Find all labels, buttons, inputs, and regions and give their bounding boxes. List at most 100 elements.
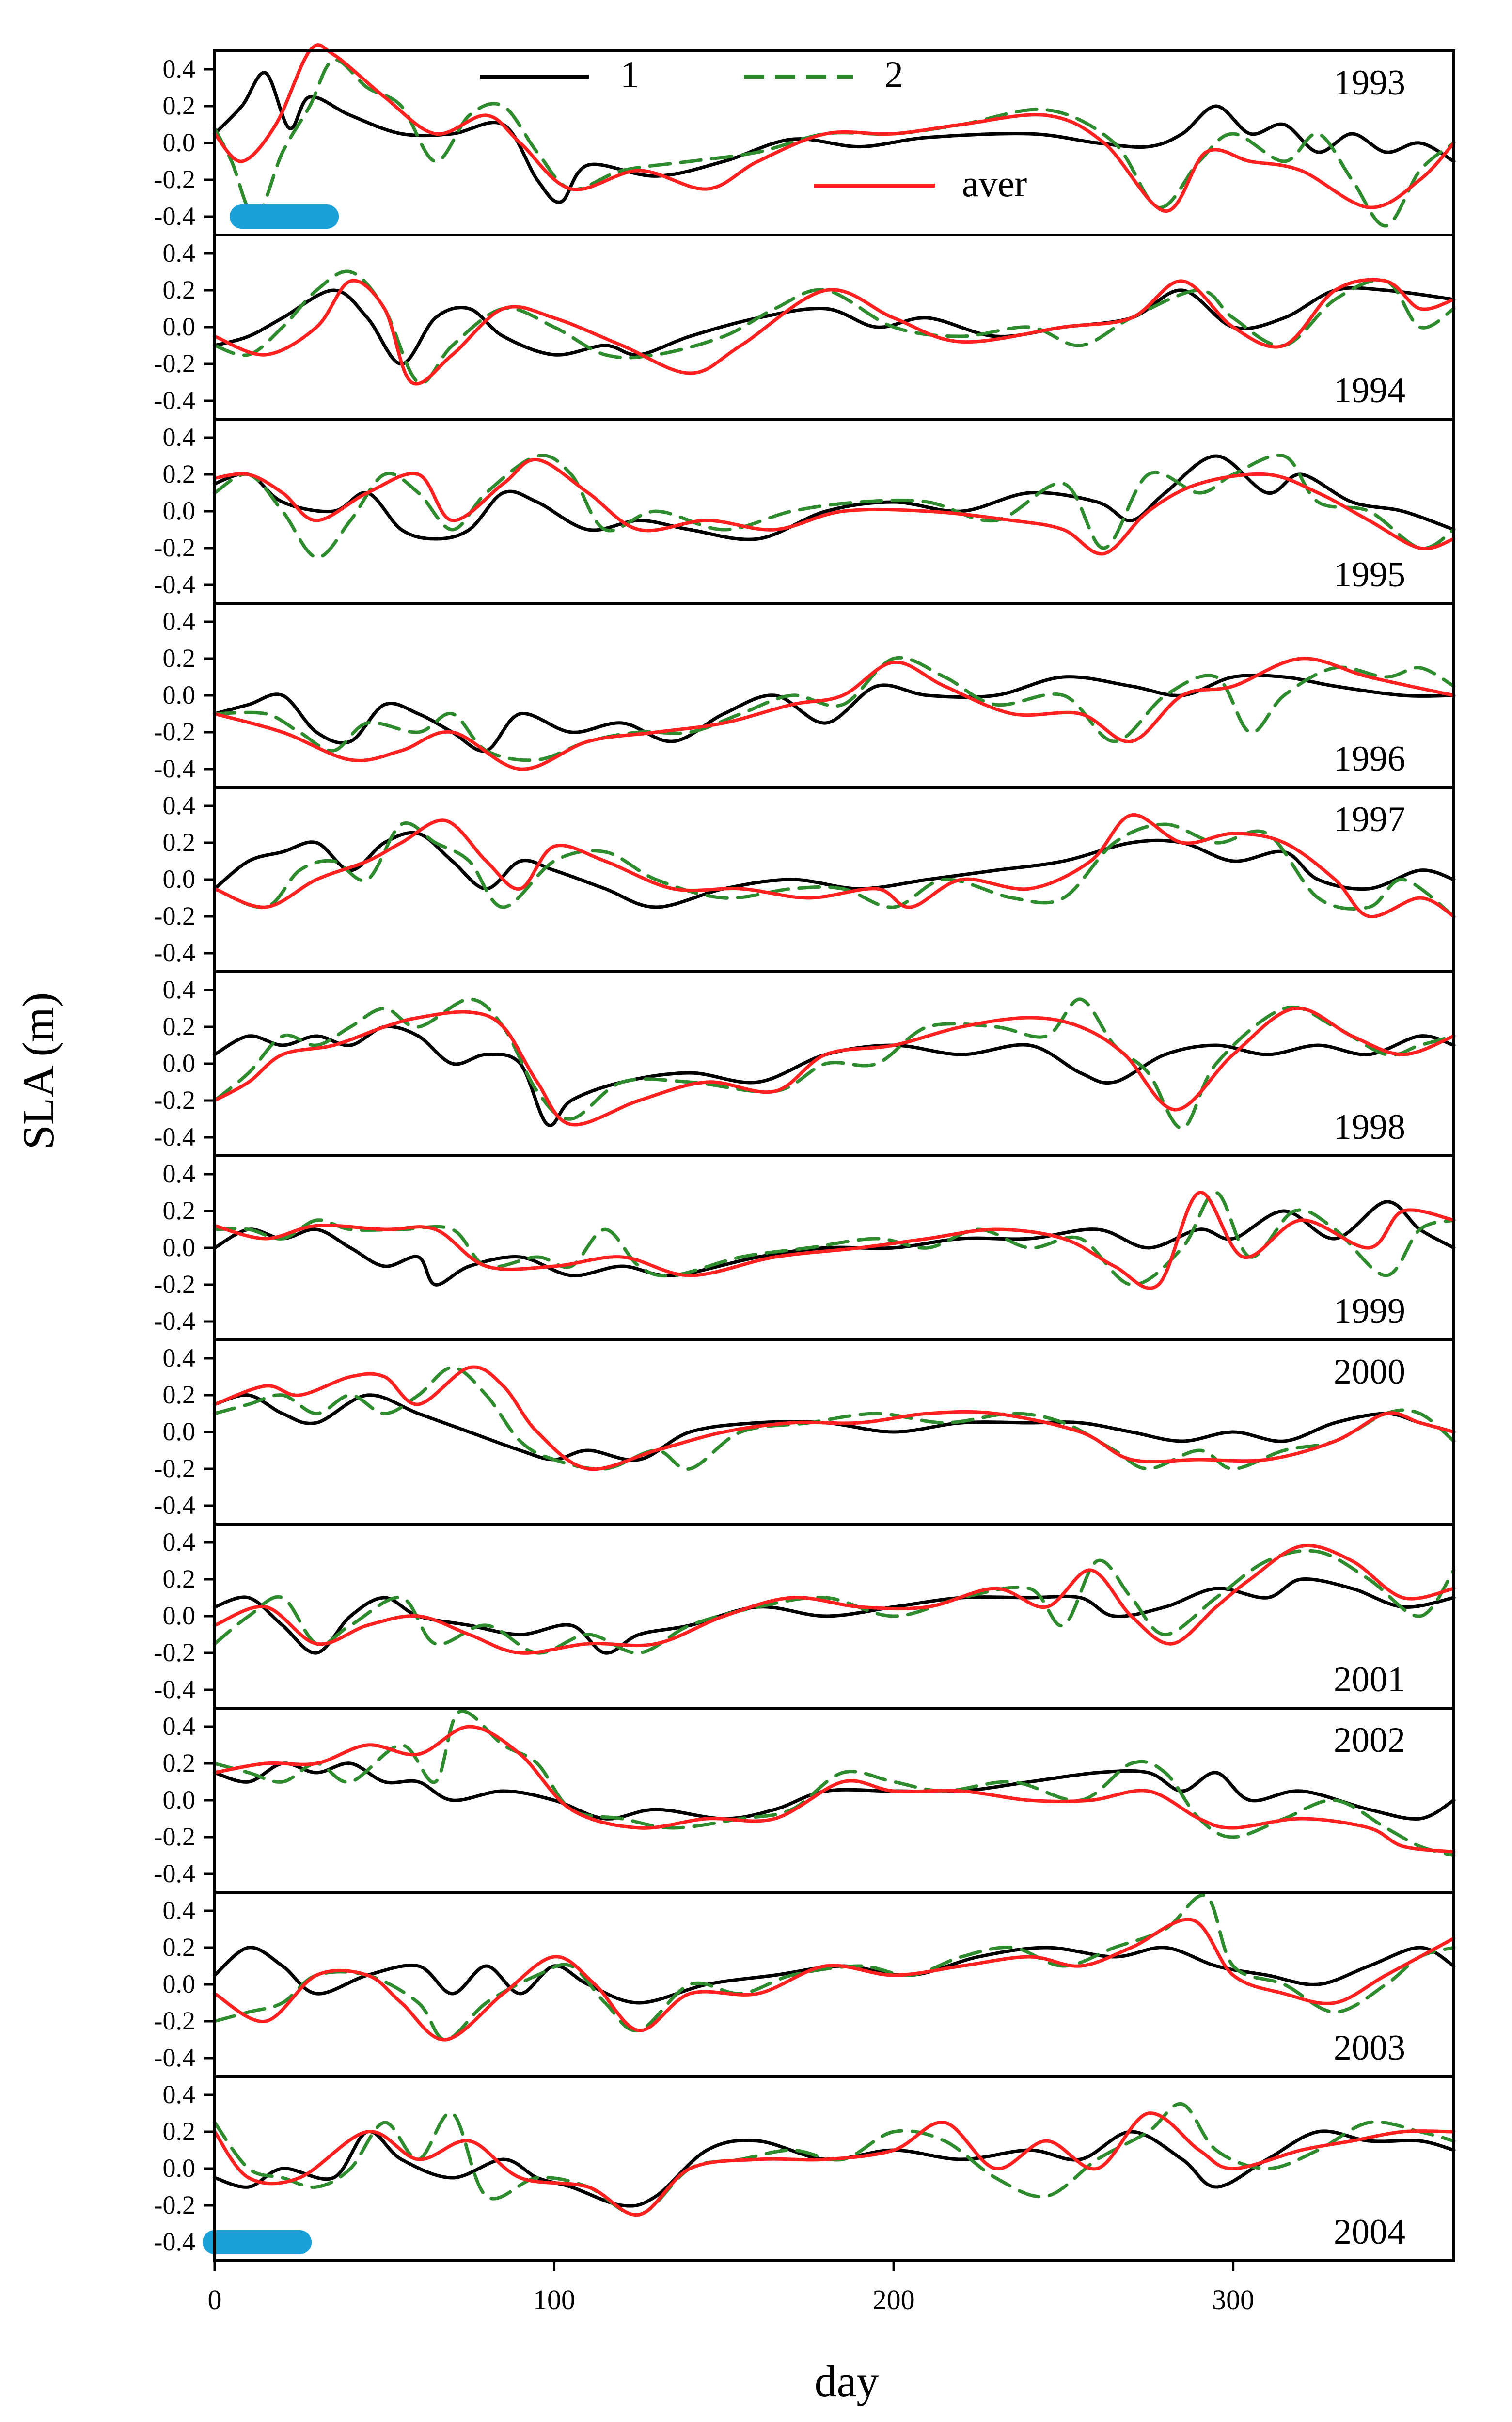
y-tick-label: 0.2 (163, 1564, 196, 1593)
y-tick-label: -0.2 (154, 1270, 195, 1299)
series-aver-2000 (213, 1365, 1456, 1471)
y-tick-label: 0.4 (163, 2080, 196, 2109)
panel-1996: 0.4 0.2 0.0 -0.2 -0.4 1996 (154, 602, 1456, 789)
panel-frame (213, 786, 1455, 973)
series-s1-2004 (213, 2129, 1456, 2208)
y-tick-label: -0.2 (154, 1085, 195, 1115)
panel-frame (213, 1891, 1455, 2078)
y-tick-label: 0.2 (163, 644, 196, 673)
y-tick-label: -0.4 (154, 1675, 195, 1704)
year-label: 1999 (1334, 1291, 1405, 1331)
y-tick-label: -0.2 (154, 2190, 195, 2219)
legend-label-s1: 1 (620, 53, 639, 95)
panel-frame (213, 234, 1455, 421)
panel-1995: 0.4 0.2 0.0 -0.2 -0.4 1995 (154, 418, 1456, 605)
panel-1998: 0.4 0.2 0.0 -0.2 -0.4 1998 (154, 970, 1456, 1157)
y-tick-label: 0.4 (163, 423, 196, 452)
y-tick-label: 0.4 (163, 1527, 196, 1557)
panel-2001: 0.4 0.2 0.0 -0.2 -0.4 2001 (154, 1523, 1456, 1710)
y-tick-label: 0.0 (163, 496, 196, 525)
y-tick-label: -0.2 (154, 1638, 195, 1667)
series-s2-1999 (213, 1191, 1456, 1287)
legend: 1 2 aver (480, 53, 1027, 204)
legend-label-s2: 2 (884, 53, 903, 95)
series-aver-1995 (213, 458, 1456, 556)
y-tick-label: -0.4 (154, 2043, 195, 2072)
series-s1-1995 (213, 454, 1456, 541)
panel-2000: 0.4 0.2 0.0 -0.2 -0.4 2000 (154, 1338, 1456, 1526)
y-tick-label: 0.0 (163, 1417, 196, 1446)
y-tick-label: 0.0 (163, 1969, 196, 1998)
series-aver-1997 (213, 813, 1456, 919)
y-tick-label: -0.2 (154, 533, 195, 562)
panel-frame (213, 2075, 1455, 2262)
y-tick-label: -0.2 (154, 717, 195, 746)
y-tick-label: -0.2 (154, 1822, 195, 1851)
panel-2003: 0.4 0.2 0.0 -0.2 -0.4 2003 (154, 1891, 1456, 2078)
y-tick-label: 0.4 (163, 1712, 196, 1741)
series-s2-1996 (213, 656, 1456, 762)
y-tick-label: 0.4 (163, 238, 196, 267)
x-tick-label: 100 (533, 2284, 575, 2315)
year-label: 2003 (1334, 2028, 1405, 2068)
series-s2-2003 (213, 1893, 1456, 2042)
year-label: 1994 (1334, 371, 1405, 410)
series-s1-2001 (213, 1577, 1456, 1655)
series-s1-1997 (213, 831, 1456, 909)
y-tick-label: -0.2 (154, 349, 195, 378)
series-s2-2000 (213, 1366, 1456, 1471)
legend-label-aver: aver (962, 162, 1027, 204)
series-aver-2001 (213, 1543, 1456, 1655)
y-tick-label: -0.2 (154, 1454, 195, 1483)
y-tick-label: -0.4 (154, 1306, 195, 1336)
panel-frame (213, 1707, 1455, 1894)
y-tick-label: 0.4 (163, 791, 196, 820)
y-tick-label: 0.0 (163, 1233, 196, 1262)
y-tick-label: 0.4 (163, 607, 196, 636)
y-tick-label: 0.4 (163, 1343, 196, 1372)
y-tick-label: -0.4 (154, 570, 195, 599)
y-tick-label: -0.2 (154, 901, 195, 930)
series-s2-2004 (213, 2102, 1456, 2217)
y-tick-label: 0.0 (163, 2154, 196, 2183)
series-s2-1998 (213, 997, 1456, 1130)
series-aver-1994 (213, 278, 1456, 386)
y-tick-label: -0.4 (154, 1859, 195, 1888)
series-s1-1993 (213, 71, 1456, 204)
y-tick-label: 0.2 (163, 275, 196, 304)
y-tick-label: 0.0 (163, 1601, 196, 1630)
panel-2002: 0.4 0.2 0.0 -0.2 -0.4 2002 (154, 1707, 1456, 1894)
year-label: 1998 (1334, 1107, 1405, 1147)
series-aver-2003 (213, 1918, 1456, 2042)
panel-frame (213, 602, 1455, 789)
y-tick-label: 0.2 (163, 1196, 196, 1225)
series-s1-1996 (213, 673, 1456, 753)
y-tick-label: -0.4 (154, 386, 195, 415)
x-tick-label: 0 (208, 2284, 222, 2315)
series-aver-1999 (213, 1191, 1456, 1290)
y-tick-label: -0.4 (154, 2227, 195, 2256)
y-tick-label: 0.0 (163, 128, 196, 157)
y-tick-label: -0.4 (154, 202, 195, 231)
y-tick-label: 0.2 (163, 1748, 196, 1777)
x-tick-label: 200 (873, 2284, 915, 2315)
series-s1-1998 (213, 1024, 1456, 1127)
year-label: 2002 (1334, 1720, 1405, 1760)
series-s1-2003 (213, 1946, 1456, 2005)
y-tick-label: 0.0 (163, 680, 196, 709)
series-s2-1994 (213, 269, 1456, 385)
y-tick-label: -0.4 (154, 754, 195, 783)
series-s1-2002 (213, 1761, 1456, 1821)
series-s1-2000 (213, 1393, 1456, 1462)
series-s2-1993 (213, 58, 1456, 228)
year-label: 1996 (1334, 739, 1405, 779)
y-tick-label: 0.4 (163, 975, 196, 1004)
series-aver-1993 (213, 43, 1456, 213)
x-axis-label: day (815, 2357, 879, 2406)
y-tick-label: -0.2 (154, 165, 195, 194)
panel-frame (213, 1338, 1455, 1526)
series-s2-2001 (213, 1549, 1456, 1655)
panel-1994: 0.4 0.2 0.0 -0.2 -0.4 1994 (154, 234, 1456, 421)
y-tick-label: -0.4 (154, 1122, 195, 1151)
